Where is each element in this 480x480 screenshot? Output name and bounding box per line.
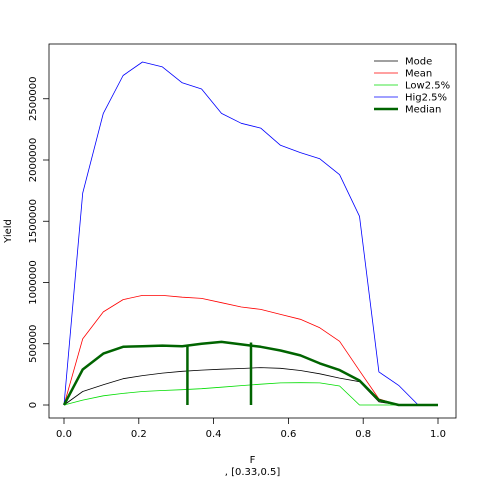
legend-label: Mode [405, 57, 432, 68]
legend-label: Low2.5% [405, 81, 450, 92]
x-tick-label: 0.2 [131, 429, 147, 440]
y-tick-label: 0 [28, 402, 39, 408]
x-tick-label: 1.0 [430, 429, 446, 440]
x-tick-label: 0.0 [56, 429, 72, 440]
series-line-mean [63, 294, 438, 406]
y-tick-label: 2500000 [28, 76, 39, 121]
y-tick-label: 1000000 [28, 260, 39, 305]
y-tick-label: 500000 [28, 325, 39, 363]
legend-label: Median [405, 105, 441, 116]
x-axis-title: F [250, 455, 256, 466]
y-tick-label: 1500000 [28, 199, 39, 244]
x-axis: 0.0 0.2 0.4 0.6 0.8 1.0 [56, 418, 446, 440]
legend-label: Hig2.5% [405, 93, 447, 104]
x-tick-label: 0.4 [206, 429, 222, 440]
legend-label: Mean [405, 69, 432, 80]
vline-group [186, 342, 253, 405]
x-tick-label: 0.6 [280, 429, 296, 440]
series-line-hig2-5- [63, 61, 438, 406]
y-tick-label: 2000000 [28, 138, 39, 183]
y-axis: 0 500000 1000000 1500000 2000000 2500000 [28, 76, 49, 408]
x-tick-label: 0.8 [355, 429, 371, 440]
y-axis-title: Yield [3, 219, 14, 244]
x-axis-subtitle: , [0.33,0.5] [225, 467, 281, 478]
plot-frame [48, 43, 457, 419]
